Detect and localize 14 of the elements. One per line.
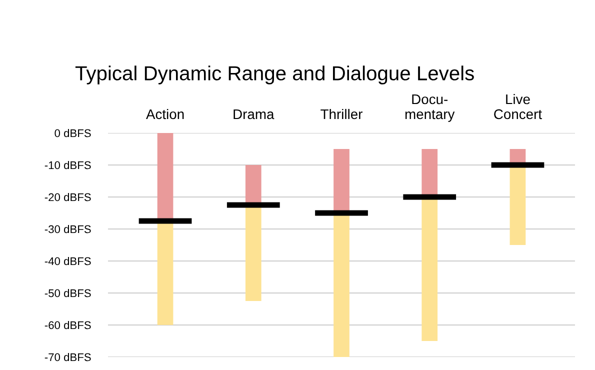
y-tick-label: -60 dBFS xyxy=(44,320,91,330)
y-tick-label: -30 dBFS xyxy=(44,224,91,234)
chart-title: Typical Dynamic Range and Dialogue Levels xyxy=(75,66,474,84)
y-tick-label: -40 dBFS xyxy=(44,256,91,266)
y-tick-label: -50 dBFS xyxy=(44,288,91,298)
x-tick-label: Docu- mentary xyxy=(405,94,455,122)
x-tick-label: Action xyxy=(146,108,184,120)
x-tick-label: Live Concert xyxy=(494,94,542,120)
y-tick-label: -10 dBFS xyxy=(44,160,91,170)
y-tick-label: 0 dBFS xyxy=(54,128,91,138)
y-tick-label: -70 dBFS xyxy=(44,352,91,362)
y-tick-label: -20 dBFS xyxy=(44,192,91,202)
x-tick-label: Thriller xyxy=(320,108,362,120)
x-tick-label: Drama xyxy=(234,109,274,120)
